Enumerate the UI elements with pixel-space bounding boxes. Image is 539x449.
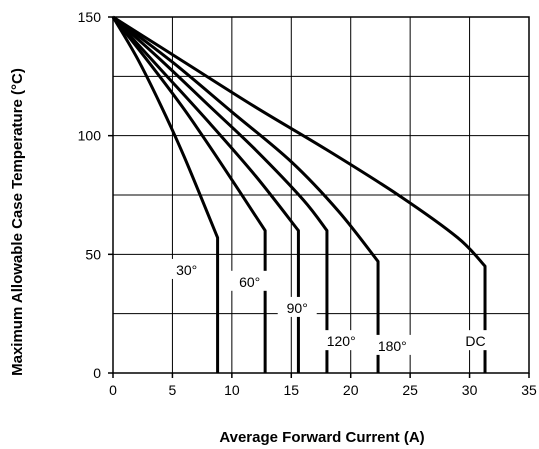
grid xyxy=(113,17,529,373)
y-tick-label: 100 xyxy=(78,128,102,144)
curve-label: 120° xyxy=(327,333,356,349)
x-tick-label: 15 xyxy=(283,382,299,398)
curve-label-background xyxy=(368,334,417,355)
curve-label-background xyxy=(230,270,270,291)
curve-label: 180° xyxy=(378,338,407,354)
curve-label-background xyxy=(277,296,317,317)
y-tick-label: 150 xyxy=(78,9,102,25)
x-tick-label: 35 xyxy=(521,382,537,398)
series-line-3 xyxy=(111,15,300,373)
x-tick-label: 25 xyxy=(402,382,418,398)
curve-label: 60° xyxy=(239,274,260,290)
curve-label: DC xyxy=(465,333,485,349)
x-tick-label: 5 xyxy=(169,382,177,398)
series-line-1 xyxy=(111,16,220,373)
curve-label-background xyxy=(460,330,491,351)
series-line-5 xyxy=(112,15,380,373)
x-tick-label: 30 xyxy=(462,382,478,398)
series-group xyxy=(111,15,487,373)
y-tick-label: 0 xyxy=(93,365,101,381)
plot-frame xyxy=(112,16,530,374)
y-tick-label: 50 xyxy=(85,246,101,262)
y-axis-title: Maximum Allowable Case Temperature (°C) xyxy=(9,68,26,376)
curve-labels: 30° 60° 90° 120° 180° DC xyxy=(167,258,491,355)
x-axis-title: Average Forward Current (A) xyxy=(219,429,424,446)
series-line-6 xyxy=(112,15,487,373)
x-axis-ticks: 0 5 10 15 20 25 30 35 xyxy=(109,373,537,398)
curve-label-background xyxy=(167,258,207,279)
x-tick-label: 10 xyxy=(224,382,240,398)
y-axis-ticks: 0 50 100 150 xyxy=(78,9,113,381)
curve-label: 30° xyxy=(176,262,197,278)
series-line-4 xyxy=(111,15,329,373)
curve-label-background xyxy=(317,330,366,351)
x-tick-label: 20 xyxy=(343,382,359,398)
x-tick-label: 0 xyxy=(109,382,117,398)
curve-label: 90° xyxy=(287,300,308,316)
series-line-2 xyxy=(111,16,267,373)
